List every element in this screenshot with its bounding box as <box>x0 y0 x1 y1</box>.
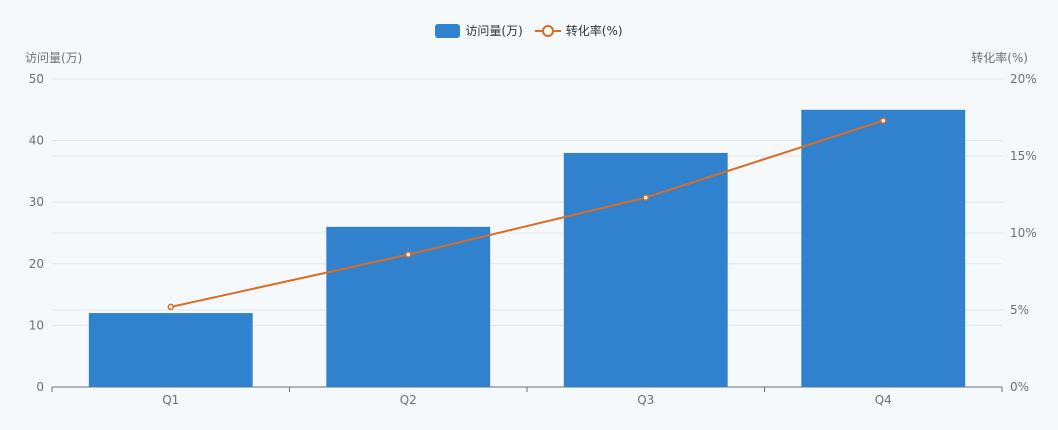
y-tick-left: 30 <box>29 195 44 209</box>
y-tick-right: 0% <box>1010 380 1029 394</box>
y-tick-left: 10 <box>29 318 44 332</box>
bar-Q1 <box>88 313 253 387</box>
y-axis-left-title: 访问量(万) <box>25 51 82 65</box>
legend-bar-swatch <box>435 23 461 38</box>
legend: 访问量(万) 转化率(%) <box>0 22 1058 39</box>
bar-Q3 <box>563 152 728 387</box>
legend-label: 访问量(万) <box>465 24 523 38</box>
x-tick-label: Q3 <box>637 393 654 407</box>
bar-Q2 <box>326 226 491 387</box>
legend-label: 转化率(%) <box>565 24 623 38</box>
y-tick-left: 20 <box>29 257 44 271</box>
y-tick-right: 20% <box>1010 72 1037 86</box>
legend-item-visits[interactable]: 访问量(万) <box>435 22 523 39</box>
y-tick-left: 50 <box>29 72 44 86</box>
line-point-Q2 <box>405 251 412 258</box>
line-point-Q4 <box>880 117 887 124</box>
y-tick-right: 10% <box>1010 226 1037 240</box>
legend-item-conversion[interactable]: 转化率(%) <box>534 22 623 39</box>
legend-line-swatch <box>534 24 561 37</box>
y-axis-right-title: 转化率(%) <box>971 50 1028 65</box>
y-tick-right: 5% <box>1010 303 1029 317</box>
y-tick-left: 0 <box>36 380 44 394</box>
bar-Q4 <box>801 109 966 388</box>
x-tick-label: Q2 <box>400 393 417 407</box>
conversion-line <box>170 119 884 308</box>
y-tick-left: 40 <box>29 134 44 148</box>
line-point-Q3 <box>642 194 649 201</box>
line-point-Q1 <box>167 303 174 311</box>
y-tick-right: 15% <box>1010 149 1037 163</box>
x-tick-label: Q1 <box>162 393 179 407</box>
x-tick-label: Q4 <box>875 393 892 407</box>
